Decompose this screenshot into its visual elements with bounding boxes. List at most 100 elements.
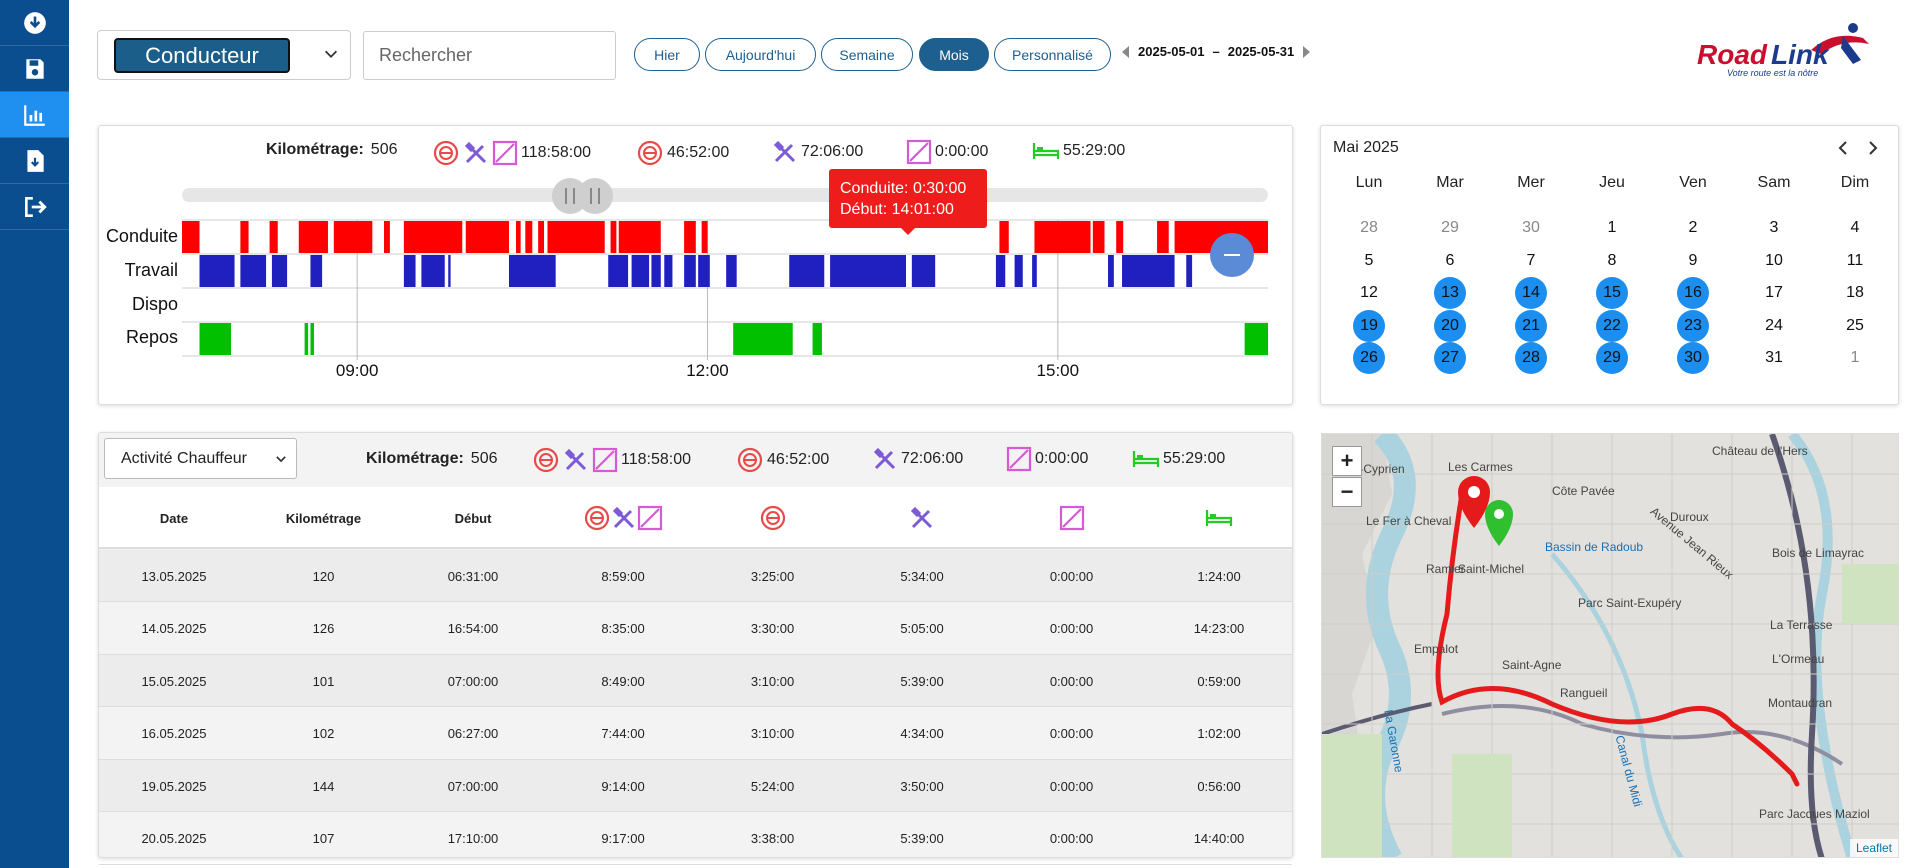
header-work[interactable]: [847, 487, 997, 549]
table-row[interactable]: 15.05.2025 101 07:00:00 8:49:00 3:10:00 5:39:…: [99, 655, 1292, 707]
timeline-segment-conduite[interactable]: [999, 221, 1009, 253]
timeline-segment-travail[interactable]: [830, 255, 906, 287]
timeline-segment-conduite[interactable]: [403, 221, 463, 253]
sidebar-item-save[interactable]: [0, 46, 69, 92]
timeline-segment-travail[interactable]: [1032, 255, 1037, 287]
activity-select[interactable]: Activité Chauffeur: [104, 438, 297, 479]
calendar-day[interactable]: 27: [1434, 342, 1466, 374]
calendar-day[interactable]: 15: [1596, 277, 1628, 309]
timeline-segment-travail[interactable]: [631, 255, 650, 287]
timeline-segment-repos[interactable]: [733, 323, 793, 355]
header-driving[interactable]: [698, 487, 847, 549]
map-zoom-in-button[interactable]: +: [1332, 446, 1362, 476]
period-yesterday-button[interactable]: Hier: [634, 38, 700, 71]
timeline-segment-travail[interactable]: [240, 255, 267, 287]
header-date[interactable]: Date: [159, 510, 189, 526]
timeline-segment-conduite[interactable]: [182, 221, 200, 253]
timeline-segment-travail[interactable]: [310, 255, 323, 287]
timeline-segment-conduite[interactable]: [547, 221, 605, 253]
calendar-day[interactable]: 18: [1846, 284, 1864, 301]
header-start[interactable]: Début: [454, 510, 492, 526]
timeline-segment-travail[interactable]: [1014, 255, 1023, 287]
calendar-day[interactable]: 26: [1353, 342, 1385, 374]
timeline-segment-conduite[interactable]: [525, 221, 533, 253]
table-row[interactable]: 16.05.2025 102 06:27:00 7:44:00 3:10:00 4:34:…: [99, 708, 1292, 760]
calendar-day[interactable]: 21: [1515, 309, 1547, 342]
timeline-segment-conduite[interactable]: [298, 221, 328, 253]
calendar-day[interactable]: 19: [1353, 309, 1385, 342]
timeline-segment-conduite[interactable]: [240, 221, 249, 253]
timeline-segment-conduite[interactable]: [465, 221, 509, 253]
timeline-segment-repos[interactable]: [812, 323, 822, 355]
timeline-segment-travail[interactable]: [199, 255, 235, 287]
table-row[interactable]: 19.05.2025 144 07:00:00 9:14:00 5:24:00 3:50:…: [99, 760, 1292, 812]
calendar-day[interactable]: 4: [1850, 219, 1860, 236]
timeline-segment-conduite[interactable]: [333, 221, 373, 253]
timeline-segment-travail[interactable]: [789, 255, 825, 287]
timeline-segment-travail[interactable]: [1122, 255, 1175, 287]
scroll-handle-left[interactable]: [552, 178, 588, 214]
timeline-segment-conduite[interactable]: [1092, 221, 1105, 253]
calendar-day[interactable]: 20: [1434, 309, 1466, 342]
calendar-day[interactable]: 22: [1596, 309, 1628, 342]
calendar-day[interactable]: 31: [1765, 349, 1783, 366]
calendar-day[interactable]: 1: [1850, 349, 1860, 366]
calendar-day[interactable]: 13: [1434, 277, 1466, 309]
timeline-segment-repos[interactable]: [304, 323, 309, 355]
timeline-segment-travail[interactable]: [664, 255, 673, 287]
timeline-segment-conduite[interactable]: [538, 221, 544, 253]
sidebar-item-export[interactable]: [0, 138, 69, 184]
sidebar-item-download[interactable]: [0, 0, 69, 46]
table-row[interactable]: 13.05.2025 120 06:31:00 8:59:00 3:25:00 5:34:…: [99, 550, 1292, 602]
table-row[interactable]: 14.05.2025 126 16:54:00 8:35:00 3:30:00 5:05:…: [99, 603, 1292, 655]
map-attribution[interactable]: Leaflet: [1849, 839, 1898, 857]
calendar-day[interactable]: 5: [1364, 251, 1374, 269]
timeline-segment-travail[interactable]: [995, 255, 1006, 287]
timeline-segment-conduite[interactable]: [515, 221, 521, 253]
header-available[interactable]: [997, 487, 1146, 549]
timeline-segment-travail[interactable]: [1108, 255, 1114, 287]
calendar-day[interactable]: 9: [1688, 251, 1698, 269]
timeline-segment-travail[interactable]: [508, 255, 556, 287]
next-range-icon[interactable]: [1303, 45, 1311, 58]
timeline-segment-conduite[interactable]: [1157, 221, 1169, 253]
calendar-day[interactable]: 8: [1607, 251, 1617, 269]
calendar-day[interactable]: 24: [1765, 316, 1783, 334]
timeline-segment-travail[interactable]: [911, 255, 936, 287]
scroll-handle-right[interactable]: [577, 178, 613, 214]
calendar-day[interactable]: 29: [1596, 342, 1628, 374]
driver-select[interactable]: Conducteur: [97, 30, 351, 80]
timeline-segment-travail[interactable]: [684, 255, 696, 287]
timeline-segment-travail[interactable]: [403, 255, 416, 287]
timeline-segment-conduite[interactable]: [1034, 221, 1091, 253]
sidebar-item-logout[interactable]: [0, 184, 69, 230]
timeline-segment-conduite[interactable]: [1116, 221, 1124, 253]
period-month-button[interactable]: Mois: [919, 38, 989, 71]
calendar-day[interactable]: 16: [1677, 277, 1709, 309]
timeline-segment-conduite[interactable]: [269, 221, 278, 253]
timeline-segment-travail[interactable]: [608, 255, 629, 287]
timeline-scrollbar[interactable]: [182, 188, 1268, 202]
map-zoom-out-button[interactable]: −: [1332, 477, 1362, 507]
timeline-segment-travail[interactable]: [1186, 255, 1193, 287]
calendar-day[interactable]: 2: [1688, 219, 1698, 236]
calendar-day[interactable]: 14: [1515, 277, 1547, 309]
timeline-segment-travail[interactable]: [726, 255, 737, 287]
calendar-day[interactable]: 30: [1677, 342, 1709, 374]
header-km[interactable]: Kilométrage: [285, 510, 362, 526]
table-row[interactable]: 20.05.2025 107 17:10:00 9:17:00 3:38:00 5:39:…: [99, 813, 1292, 865]
timeline-segment-travail[interactable]: [651, 255, 661, 287]
prev-range-icon[interactable]: [1122, 45, 1129, 58]
timeline-segment-conduite[interactable]: [618, 221, 661, 253]
timeline-segment-conduite[interactable]: [684, 221, 696, 253]
calendar-day[interactable]: 6: [1445, 251, 1455, 269]
period-week-button[interactable]: Semaine: [821, 38, 913, 71]
calendar-day[interactable]: 10: [1765, 251, 1783, 269]
timeline-segment-repos[interactable]: [199, 323, 232, 355]
calendar-day[interactable]: 28: [1515, 342, 1547, 374]
calendar-day[interactable]: 7: [1526, 251, 1536, 269]
calendar-day[interactable]: 28: [1360, 219, 1378, 236]
search-input[interactable]: [363, 31, 616, 80]
calendar-day[interactable]: 11: [1846, 251, 1864, 269]
calendar-day[interactable]: 23: [1677, 309, 1709, 342]
